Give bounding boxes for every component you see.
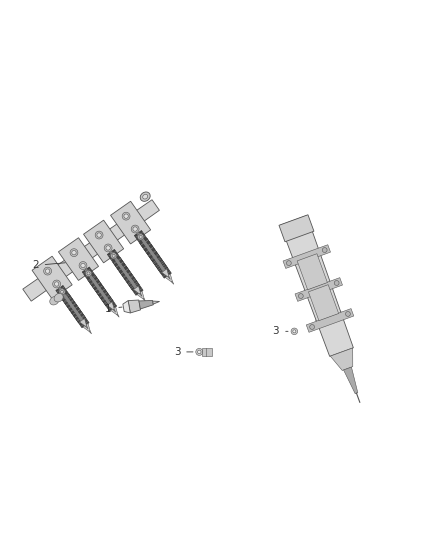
Ellipse shape [87, 272, 90, 275]
Polygon shape [80, 319, 87, 326]
Ellipse shape [46, 269, 50, 273]
Polygon shape [297, 254, 327, 290]
Polygon shape [32, 256, 72, 299]
Polygon shape [137, 291, 144, 299]
Polygon shape [58, 238, 99, 280]
Polygon shape [134, 286, 141, 294]
Ellipse shape [85, 270, 92, 277]
Text: 3: 3 [174, 347, 181, 357]
Ellipse shape [53, 280, 60, 288]
Ellipse shape [143, 195, 148, 199]
Ellipse shape [72, 251, 76, 255]
Polygon shape [83, 324, 90, 332]
Polygon shape [295, 278, 343, 301]
Polygon shape [113, 257, 143, 295]
Ellipse shape [104, 244, 112, 252]
Polygon shape [280, 215, 353, 357]
Polygon shape [128, 300, 141, 313]
Polygon shape [110, 251, 137, 288]
Polygon shape [153, 301, 159, 304]
Polygon shape [162, 269, 169, 277]
Polygon shape [58, 287, 83, 321]
Polygon shape [88, 275, 117, 311]
Polygon shape [110, 201, 151, 244]
Polygon shape [113, 309, 116, 312]
Polygon shape [171, 281, 174, 284]
Polygon shape [61, 293, 89, 328]
Ellipse shape [334, 280, 339, 285]
Polygon shape [115, 259, 141, 294]
Ellipse shape [133, 227, 137, 231]
Polygon shape [117, 314, 119, 317]
Ellipse shape [70, 249, 78, 256]
Polygon shape [143, 298, 145, 302]
Ellipse shape [60, 290, 64, 293]
Polygon shape [308, 285, 339, 321]
Ellipse shape [198, 350, 201, 354]
Ellipse shape [138, 234, 144, 240]
Polygon shape [64, 295, 87, 326]
Ellipse shape [44, 267, 52, 275]
Ellipse shape [124, 214, 128, 219]
Polygon shape [123, 301, 130, 313]
Polygon shape [140, 238, 171, 278]
Ellipse shape [196, 349, 203, 356]
Ellipse shape [139, 236, 142, 238]
Ellipse shape [97, 233, 101, 237]
Ellipse shape [59, 289, 65, 295]
Ellipse shape [322, 248, 327, 253]
Ellipse shape [298, 294, 303, 298]
Ellipse shape [106, 246, 110, 250]
Polygon shape [168, 276, 170, 279]
Ellipse shape [95, 231, 103, 239]
Text: 1: 1 [105, 304, 112, 313]
Ellipse shape [112, 254, 115, 257]
Polygon shape [107, 249, 140, 290]
Polygon shape [85, 326, 88, 329]
Polygon shape [85, 269, 111, 304]
Ellipse shape [54, 294, 63, 302]
Polygon shape [84, 220, 124, 263]
Polygon shape [89, 330, 92, 334]
Text: 2: 2 [32, 260, 39, 270]
Polygon shape [139, 301, 153, 309]
Polygon shape [134, 230, 168, 273]
Polygon shape [283, 245, 331, 269]
Ellipse shape [293, 330, 296, 333]
Polygon shape [82, 267, 113, 306]
Ellipse shape [50, 296, 59, 305]
Polygon shape [137, 232, 165, 271]
Ellipse shape [286, 261, 291, 265]
Ellipse shape [110, 253, 117, 259]
Polygon shape [165, 274, 172, 282]
Ellipse shape [310, 325, 314, 329]
Polygon shape [56, 285, 85, 323]
Ellipse shape [122, 212, 130, 220]
Polygon shape [23, 200, 159, 301]
Text: 3: 3 [272, 326, 279, 336]
Ellipse shape [346, 311, 350, 317]
Polygon shape [107, 302, 114, 310]
Polygon shape [202, 348, 212, 356]
Polygon shape [306, 309, 354, 332]
Ellipse shape [140, 192, 150, 201]
Ellipse shape [79, 262, 87, 270]
Ellipse shape [291, 328, 298, 335]
Polygon shape [343, 367, 358, 394]
Ellipse shape [81, 263, 85, 268]
Polygon shape [279, 215, 314, 242]
Ellipse shape [131, 225, 139, 233]
Polygon shape [142, 240, 169, 277]
Polygon shape [90, 277, 114, 309]
Polygon shape [330, 348, 353, 370]
Polygon shape [140, 293, 142, 296]
Ellipse shape [54, 282, 59, 286]
Polygon shape [111, 307, 118, 314]
